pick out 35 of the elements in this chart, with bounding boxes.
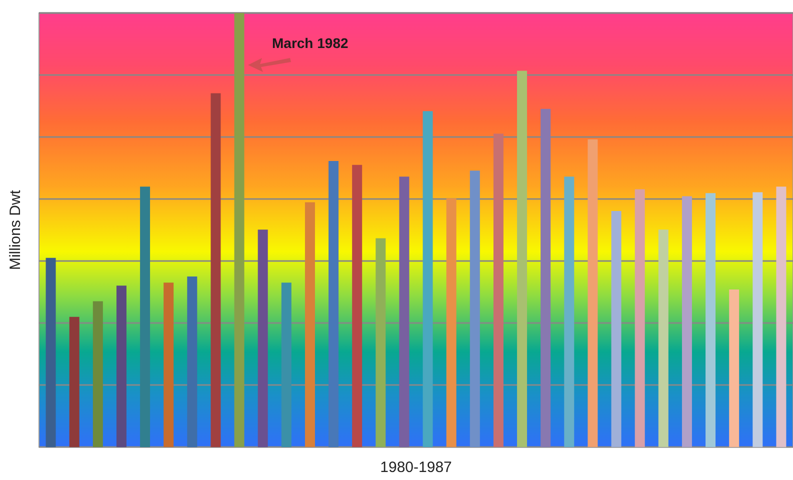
x-axis-title: 1980-1987 bbox=[380, 459, 452, 476]
bar bbox=[376, 238, 386, 448]
y-axis-title: Millions Dwt bbox=[7, 189, 24, 270]
bar bbox=[776, 186, 786, 448]
annotation: March 1982 bbox=[272, 35, 348, 51]
bar bbox=[422, 111, 433, 448]
bar bbox=[281, 282, 292, 448]
bar bbox=[729, 290, 740, 448]
bar bbox=[399, 176, 410, 448]
bar bbox=[493, 134, 504, 448]
bar bbox=[258, 230, 268, 448]
bar bbox=[304, 202, 315, 448]
bar bbox=[210, 93, 221, 448]
bar bbox=[328, 161, 339, 448]
bar bbox=[611, 210, 622, 448]
bar bbox=[92, 301, 103, 448]
bar bbox=[164, 282, 174, 448]
bar bbox=[517, 70, 528, 448]
bar bbox=[752, 192, 763, 448]
bar bbox=[682, 196, 692, 448]
bar bbox=[187, 276, 198, 448]
bar bbox=[234, 13, 244, 448]
bar bbox=[634, 189, 645, 448]
bar bbox=[46, 258, 56, 448]
bar bbox=[446, 198, 456, 448]
bar bbox=[540, 108, 551, 448]
bar bbox=[69, 316, 80, 448]
bar bbox=[352, 164, 362, 448]
bar bbox=[588, 139, 598, 448]
bar bbox=[564, 176, 574, 448]
bar bbox=[706, 193, 716, 448]
bar bbox=[658, 230, 668, 448]
bar bbox=[116, 286, 126, 448]
bar bbox=[470, 170, 480, 448]
bar bbox=[140, 186, 150, 448]
